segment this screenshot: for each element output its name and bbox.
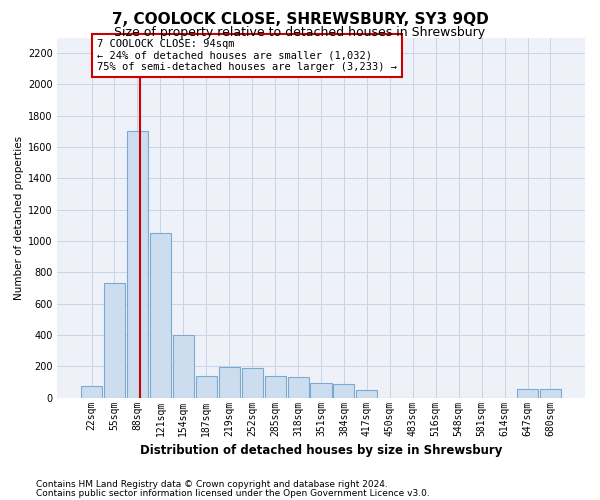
X-axis label: Distribution of detached houses by size in Shrewsbury: Distribution of detached houses by size … [140, 444, 502, 457]
Bar [356, 390, 377, 398]
Bar [150, 233, 171, 398]
Bar [196, 376, 217, 398]
Bar [265, 376, 286, 398]
Bar [104, 283, 125, 398]
Text: 7 COOLOCK CLOSE: 94sqm
← 24% of detached houses are smaller (1,032)
75% of semi-: 7 COOLOCK CLOSE: 94sqm ← 24% of detached… [97, 39, 397, 72]
Bar [81, 386, 102, 398]
Bar [517, 389, 538, 398]
Bar [310, 384, 332, 398]
Text: Contains HM Land Registry data © Crown copyright and database right 2024.: Contains HM Land Registry data © Crown c… [36, 480, 388, 489]
Bar [173, 335, 194, 398]
Text: Size of property relative to detached houses in Shrewsbury: Size of property relative to detached ho… [115, 26, 485, 39]
Y-axis label: Number of detached properties: Number of detached properties [14, 136, 24, 300]
Bar [242, 368, 263, 398]
Bar [540, 389, 561, 398]
Text: 7, COOLOCK CLOSE, SHREWSBURY, SY3 9QD: 7, COOLOCK CLOSE, SHREWSBURY, SY3 9QD [112, 12, 488, 26]
Bar [127, 132, 148, 398]
Bar [334, 384, 355, 398]
Bar [218, 367, 240, 398]
Text: Contains public sector information licensed under the Open Government Licence v3: Contains public sector information licen… [36, 489, 430, 498]
Bar [287, 377, 308, 398]
